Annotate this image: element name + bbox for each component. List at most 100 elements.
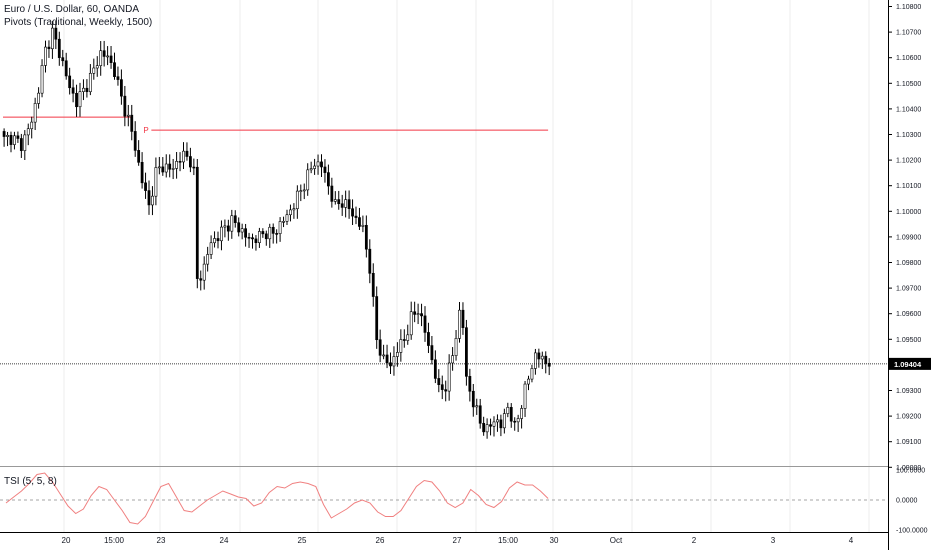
candle-body-down [116,76,120,80]
candle [316,154,320,175]
candle-body-up [409,311,413,336]
tsi-line [5,472,549,525]
candle [416,303,420,325]
candle-body-down [2,131,6,137]
candle-body-down [326,172,330,187]
candle-body-up [302,189,306,192]
candle [454,330,458,361]
candle-body-down [444,389,448,392]
candle-body-up [451,355,455,364]
candle-body-down [499,419,503,429]
price-tick-label: 1.09600 [896,311,921,318]
candle-body-down [337,199,341,205]
symbol-title[interactable]: Euro / U.S. Dollar, 60, OANDA [4,4,140,15]
candle-body-down [368,248,372,274]
candle [330,177,334,208]
candle [351,199,354,226]
candle-body-up [26,128,30,136]
candle-body-up [99,50,103,66]
candle-body-down [402,339,406,341]
candle-body-down [237,222,241,233]
tsi-indicator-label[interactable]: TSI (5, 5, 8) [4,476,57,487]
candle [520,405,524,429]
candle-body-up [182,150,185,163]
candle [189,147,192,173]
candle [102,40,106,67]
candle [33,97,37,131]
price-tick-label: 1.10500 [896,81,921,88]
candle-body-down [489,424,492,427]
candle [406,324,410,345]
candle-body-up [527,378,530,385]
candle [523,380,527,417]
candle [496,414,499,432]
candle-body-down [513,420,517,423]
candle [447,354,451,401]
candle-body-down [358,217,361,227]
tsi-tick-label: 100.0000 [896,468,925,475]
candle [364,215,368,258]
candle [340,194,344,216]
candle [389,352,392,374]
candle [285,209,289,226]
candle [540,351,544,370]
candle [268,223,272,248]
candle [23,130,27,161]
candle [282,216,285,228]
price-tick-label: 1.09000 [896,465,921,472]
candle-body-down [168,163,172,170]
candle-body-down [254,238,258,243]
candle [385,344,389,369]
candle-body-up [475,405,479,408]
pivots-indicator-label[interactable]: Pivots (Traditional, Weekly, 1500) [4,17,153,28]
candle [16,131,20,143]
candle-body-down [178,161,182,163]
price-tick-label: 1.10700 [896,30,921,37]
candle-body-down [161,166,165,173]
candle-body-up [344,199,348,208]
candle-body-down [233,215,237,224]
candle-body-up [395,352,399,357]
candle [437,369,441,393]
candle-body-down [437,378,441,385]
time-tick-label: 30 [550,536,559,545]
candle-body-down [123,95,127,117]
candle [95,56,99,77]
candle [68,67,72,95]
time-tick-label: 15:00 [104,536,125,545]
candle [444,380,448,402]
candle [430,336,434,365]
candle-body-down [144,182,147,191]
candle [19,133,23,158]
candle-body-down [247,236,251,239]
candle [2,128,6,147]
grid-layer [63,0,870,532]
candle [323,159,327,183]
candle [116,66,120,86]
candle [492,416,496,437]
candle [409,301,413,340]
candle-body-down [61,57,65,62]
time-tick-label: 20 [62,536,71,545]
candle-body-up [295,190,299,209]
candle [489,418,492,436]
candle-body-up [240,228,244,233]
candle [461,302,465,335]
time-tick-label: 25 [298,536,307,545]
candle [516,414,520,432]
last-price-badge [889,357,931,370]
candle-body-up [533,352,537,369]
candle [57,31,61,66]
candle [257,227,261,248]
candle-body-down [482,422,486,433]
candle [251,233,254,249]
candle [475,398,479,415]
candle [26,123,30,146]
candle [71,79,75,103]
tsi-tick-label: 0.0000 [896,498,918,505]
candle [371,263,375,307]
candle [195,158,199,289]
candle [99,41,103,76]
candle-body-down [547,362,551,367]
